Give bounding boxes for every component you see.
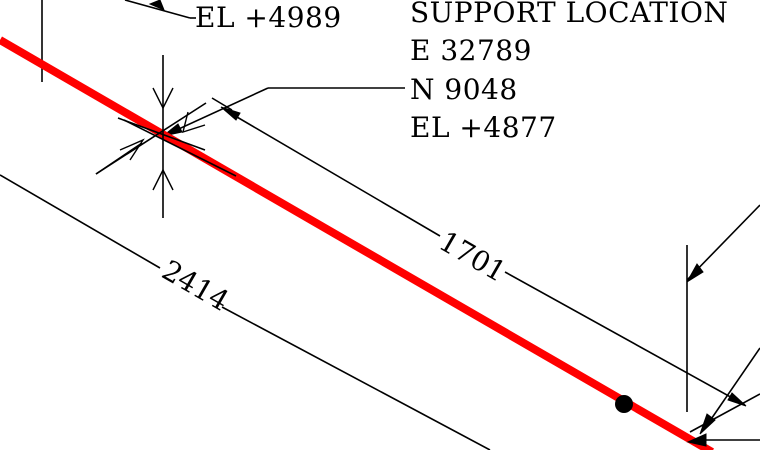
dimension-2414 (0, 142, 491, 450)
support-elevation: EL +4877 (410, 111, 557, 144)
right-dimension-marks (686, 204, 760, 447)
support-easting: E 32789 (410, 34, 532, 67)
pipe-node-marker (615, 395, 633, 413)
support-leader (162, 87, 405, 137)
pipe-support-symbol (95, 55, 237, 218)
pipe-run (0, 36, 715, 450)
top-elevation-leader (41, 0, 196, 82)
support-northing: N 9048 (410, 73, 518, 106)
dimension-2414-label: 2414 (157, 253, 235, 317)
top-elevation-text: EL +4989 (195, 1, 342, 34)
support-location-title: SUPPORT LOCATION (410, 0, 728, 29)
dimension-1701-label: 1701 (434, 224, 512, 288)
dimension-1701 (211, 97, 747, 407)
